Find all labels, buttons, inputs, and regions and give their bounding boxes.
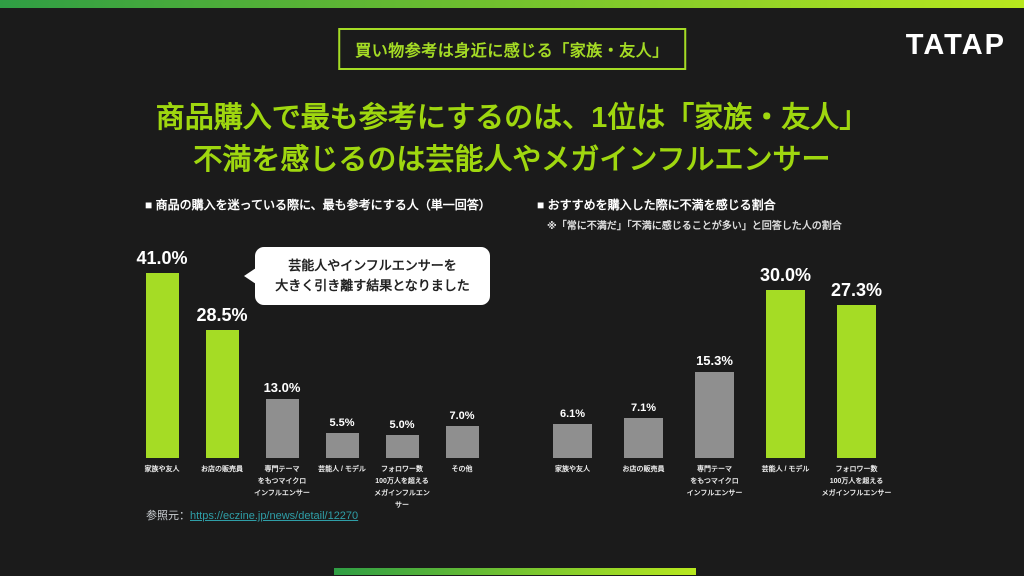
right-chart-plot: 6.1% 7.1% 15.3% 30.0% 27.3%	[537, 228, 892, 458]
callout-text: 芸能人やインフルエンサーを 大きく引き離す結果となりました	[275, 256, 470, 296]
bar	[265, 399, 299, 458]
bar-column: 6.1%	[537, 408, 608, 458]
bar-value-label: 7.0%	[449, 410, 475, 422]
bar-value-label: 30.0%	[759, 265, 812, 285]
bar-column: 27.3%	[821, 280, 892, 458]
bar	[837, 305, 876, 458]
page-title-line1: 商品購入で最も参考にするのは、1位は「家族・友人」	[155, 102, 869, 134]
category-label: 専門テーマ をもつマイクロ インフルエンサー	[686, 466, 743, 497]
bar-column: 15.3%	[679, 353, 750, 458]
category-label: お店の販売員	[622, 466, 665, 473]
right-chart-subtitle: ※「常に不満だ」「不満に感じることが多い」と回答した人の割合	[547, 221, 842, 232]
bar-value-label: 13.0%	[263, 380, 301, 395]
bar-column: 13.0%	[252, 380, 312, 458]
header-badge: 買い物参考は身近に感じる「家族・友人」	[338, 28, 686, 70]
bar	[325, 433, 359, 458]
bar-value-label: 5.5%	[329, 417, 355, 429]
header-badge-label: 買い物参考は身近に感じる「家族・友人」	[355, 43, 669, 60]
bar-value-label: 15.3%	[696, 353, 733, 368]
category-label: お店の販売員	[201, 466, 243, 473]
callout-tail-icon	[244, 268, 256, 284]
source-label: 参照元：	[146, 510, 190, 522]
bar	[205, 330, 239, 458]
bar-value-label: 27.3%	[830, 280, 883, 300]
bar-value-label: 7.1%	[630, 402, 657, 414]
page-title: 商品購入で最も参考にするのは、1位は「家族・友人」 不満を感じるのは芸能人やメガ…	[0, 97, 1024, 181]
bar-column: 28.5%	[192, 305, 252, 458]
category-label: フォロワー数 100万人を超える メガインフルエンサー	[374, 466, 430, 509]
source-link[interactable]: https://eczine.jp/news/detail/12270	[190, 510, 359, 522]
category-label: 家族や友人	[144, 466, 180, 473]
bar	[385, 435, 419, 458]
bar-value-label: 6.1%	[559, 408, 586, 420]
category-label: その他	[451, 466, 473, 473]
left-chart-plot: 41.0% 28.5% 13.0% 5.5% 5.0% 7.0%	[132, 228, 492, 458]
bar	[445, 426, 479, 458]
bottom-accent-bar	[334, 568, 696, 575]
chart-most-referenced-person: ■ 商品の購入を迷っている際に、最も参考にする人（単一回答） 41.0% 28.5…	[132, 196, 494, 509]
source-reference: 参照元：https://eczine.jp/news/detail/12270	[146, 507, 358, 523]
page-title-line2: 不満を感じるのは芸能人やメガインフルエンサー	[193, 144, 831, 177]
bar-column: 30.0%	[750, 265, 821, 458]
callout-line1: 芸能人やインフルエンサーを	[288, 257, 457, 273]
top-accent-bar	[0, 0, 1024, 8]
category-label: 家族や友人	[555, 466, 590, 473]
bar	[766, 290, 805, 458]
bar	[145, 273, 179, 458]
category-label: 芸能人 / モデル	[318, 466, 366, 473]
bar-column: 5.0%	[372, 419, 432, 458]
bar-column: 7.1%	[608, 402, 679, 458]
bar	[695, 372, 734, 458]
category-label: 専門テーマ をもつマイクロ インフルエンサー	[254, 466, 310, 497]
bar-column: 5.5%	[312, 417, 372, 458]
right-chart-heading: ■ おすすめを購入した際に不満を感じる割合	[537, 198, 776, 212]
chart-dissatisfaction-rate: ■ おすすめを購入した際に不満を感じる割合 ※「常に不満だ」「不満に感じることが…	[537, 196, 895, 497]
bar-column: 7.0%	[432, 410, 492, 458]
left-chart-heading: ■ 商品の購入を迷っている際に、最も参考にする人（単一回答）	[145, 198, 491, 212]
bar-value-label: 28.5%	[196, 305, 248, 325]
callout-line2: 大きく引き離す結果となりました	[275, 278, 470, 293]
right-chart-category-labels: 家族や友人 お店の販売員 専門テーマ をもつマイクロ インフルエンサー 芸能人 / モデル…	[537, 464, 892, 500]
callout-bubble: 芸能人やインフルエンサーを 大きく引き離す結果となりました	[244, 247, 490, 305]
bar-column: 41.0%	[132, 248, 192, 458]
bar	[624, 418, 663, 458]
category-label: 芸能人 / モデル	[761, 466, 810, 473]
bar	[553, 424, 592, 458]
bar-value-label: 41.0%	[136, 248, 188, 268]
left-chart-category-labels: 家族や友人 お店の販売員 専門テーマ をもつマイクロ インフルエンサー 芸能人 / モデル…	[132, 464, 492, 512]
brand-logo: TATAP	[905, 29, 1006, 61]
category-label: フォロワー数 100万人を超える メガインフルエンサー	[821, 466, 892, 497]
bar-value-label: 5.0%	[389, 419, 415, 431]
